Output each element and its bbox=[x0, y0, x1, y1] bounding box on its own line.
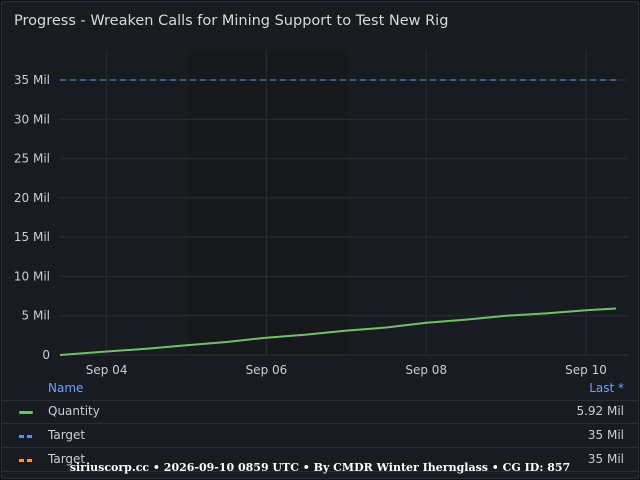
y-tick-label: 35 Mil bbox=[14, 73, 50, 87]
legend-header: Name Last * bbox=[2, 380, 638, 401]
x-tick-label: Sep 10 bbox=[565, 363, 607, 377]
y-tick-label: 10 Mil bbox=[14, 269, 50, 283]
x-tick-label: Sep 04 bbox=[86, 363, 128, 377]
y-tick-label: 25 Mil bbox=[14, 152, 50, 166]
panel-title: Progress - Wreaken Calls for Mining Supp… bbox=[14, 13, 449, 29]
time-region-band bbox=[188, 50, 348, 355]
legend-swatch-solid bbox=[19, 411, 33, 414]
legend-series-name: Target bbox=[48, 452, 86, 466]
legend-series-name: Quantity bbox=[48, 404, 100, 418]
line-chart: 0 5 Mil 10 Mil 15 Mil 20 Mil 25 Mil 30 Mil 35 M… bbox=[14, 50, 628, 377]
legend-row-target-blue[interactable]: Target 35 Mil bbox=[2, 424, 638, 448]
x-tick-label: Sep 06 bbox=[246, 363, 288, 377]
legend-swatch-dashed-blue bbox=[19, 435, 33, 438]
legend-row-quantity[interactable]: Quantity 5.92 Mil bbox=[2, 400, 638, 424]
legend-series-last: 5.92 Mil bbox=[576, 404, 624, 418]
legend-swatch-dashed-orange bbox=[19, 459, 33, 462]
legend-last-header[interactable]: Last * bbox=[589, 381, 624, 395]
legend-name-header[interactable]: Name bbox=[48, 381, 84, 395]
y-tick-label: 20 Mil bbox=[14, 191, 50, 205]
x-tick-label: Sep 08 bbox=[405, 363, 447, 377]
y-tick-label: 0 bbox=[42, 348, 50, 362]
y-tick-label: 5 Mil bbox=[22, 309, 50, 323]
legend-series-name: Target bbox=[48, 428, 86, 442]
y-tick-label: 30 Mil bbox=[14, 112, 50, 126]
legend-series-last: 35 Mil bbox=[587, 428, 624, 442]
y-tick-label: 15 Mil bbox=[14, 230, 50, 244]
legend-row-target-orange[interactable]: Target 35 Mil bbox=[2, 448, 638, 472]
legend-series-last: 35 Mil bbox=[587, 452, 624, 466]
quantity-series-line bbox=[59, 307, 617, 356]
footer-credit: siriuscorp.cc • 2026-09-10 0859 UTC • By… bbox=[69, 461, 571, 474]
